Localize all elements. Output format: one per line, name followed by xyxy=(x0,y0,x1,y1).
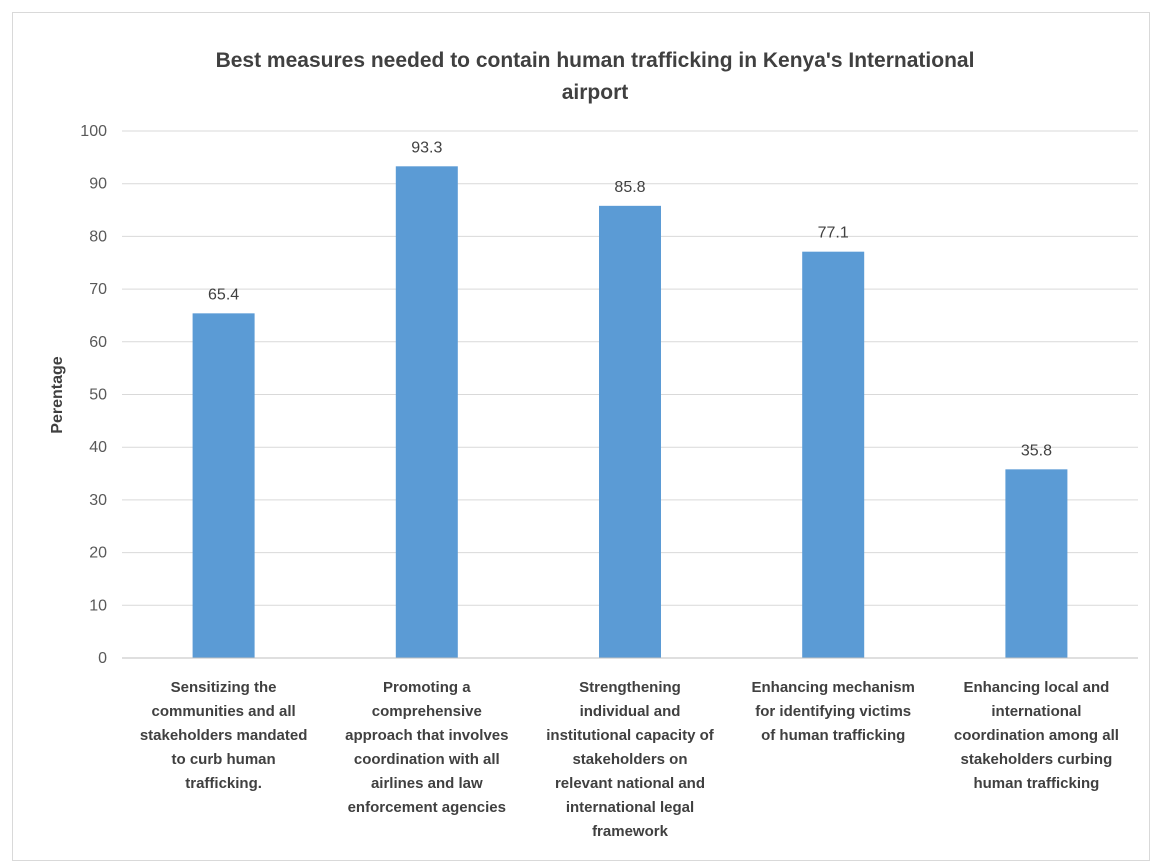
category-label-line: individual and xyxy=(580,703,681,720)
data-label: 85.8 xyxy=(614,179,645,196)
data-label: 77.1 xyxy=(818,225,849,242)
bar xyxy=(192,313,255,658)
category-label-line: stakeholders curbing xyxy=(961,751,1113,768)
y-tick-label: 90 xyxy=(89,176,107,193)
y-tick-label: 40 xyxy=(89,439,107,456)
category-label-line: international xyxy=(991,703,1081,720)
data-label: 93.3 xyxy=(411,139,442,156)
category-label-line: Sensitizing the xyxy=(171,679,277,696)
category-label-line: relevant national and xyxy=(555,775,705,792)
y-tick-label: 30 xyxy=(89,492,107,509)
data-label: 35.8 xyxy=(1021,442,1052,459)
category-label-line: Promoting a xyxy=(383,679,471,696)
y-tick-label: 50 xyxy=(89,387,107,404)
category-label-line: framework xyxy=(592,823,669,840)
category-label-line: Enhancing mechanism xyxy=(752,679,915,696)
y-tick-label: 60 xyxy=(89,334,107,351)
category-label-line: institutional capacity of xyxy=(546,727,715,744)
data-label: 65.4 xyxy=(208,286,239,303)
chart-title-line: airport xyxy=(562,81,629,104)
category-label-line: Strengthening xyxy=(579,679,681,696)
y-tick-label: 70 xyxy=(89,281,107,298)
bar xyxy=(1005,469,1068,658)
category-label-line: communities and all xyxy=(151,703,295,720)
category-label-line: coordination among all xyxy=(954,727,1119,744)
category-label-line: international legal xyxy=(566,799,694,816)
bar xyxy=(395,166,458,658)
y-tick-label: 100 xyxy=(80,123,107,140)
category-label-line: trafficking. xyxy=(185,775,262,792)
bars xyxy=(192,166,1068,659)
y-axis-ticks: 0 10 20 30 40 50 60 70 80 90 100 xyxy=(80,123,107,667)
bar xyxy=(599,205,661,659)
y-tick-label: 20 xyxy=(89,545,107,562)
y-axis-label: Perentage xyxy=(49,356,66,433)
category-label-line: airlines and law xyxy=(371,775,483,792)
category-label-line: stakeholders mandated xyxy=(140,727,308,744)
category-label-line: to curb human xyxy=(172,751,276,768)
chart-title: Best measures needed to contain human tr… xyxy=(216,49,975,104)
y-tick-label: 10 xyxy=(89,597,107,614)
category-label-line: comprehensive xyxy=(372,703,482,720)
category-label-line: for identifying victims xyxy=(755,703,911,720)
x-axis-categories: Sensitizing the communities and all stakeh… xyxy=(140,679,1119,840)
category-label-line: approach that involves xyxy=(345,727,508,744)
bar xyxy=(802,251,865,659)
category-label-line: of human trafficking xyxy=(761,727,905,744)
category-label-line: Enhancing local and xyxy=(963,679,1109,696)
category-label-line: stakeholders on xyxy=(572,751,687,768)
category-label-line: coordination with all xyxy=(354,751,500,768)
category-label-line: human trafficking xyxy=(973,775,1099,792)
chart-title-line: Best measures needed to contain human tr… xyxy=(216,49,975,72)
y-tick-label: 80 xyxy=(89,228,107,245)
y-tick-label: 0 xyxy=(98,650,107,667)
data-labels: 65.4 93.3 85.8 77.1 35.8 xyxy=(208,139,1052,459)
category-label-line: enforcement agencies xyxy=(348,799,506,816)
gridlines xyxy=(122,130,1138,606)
